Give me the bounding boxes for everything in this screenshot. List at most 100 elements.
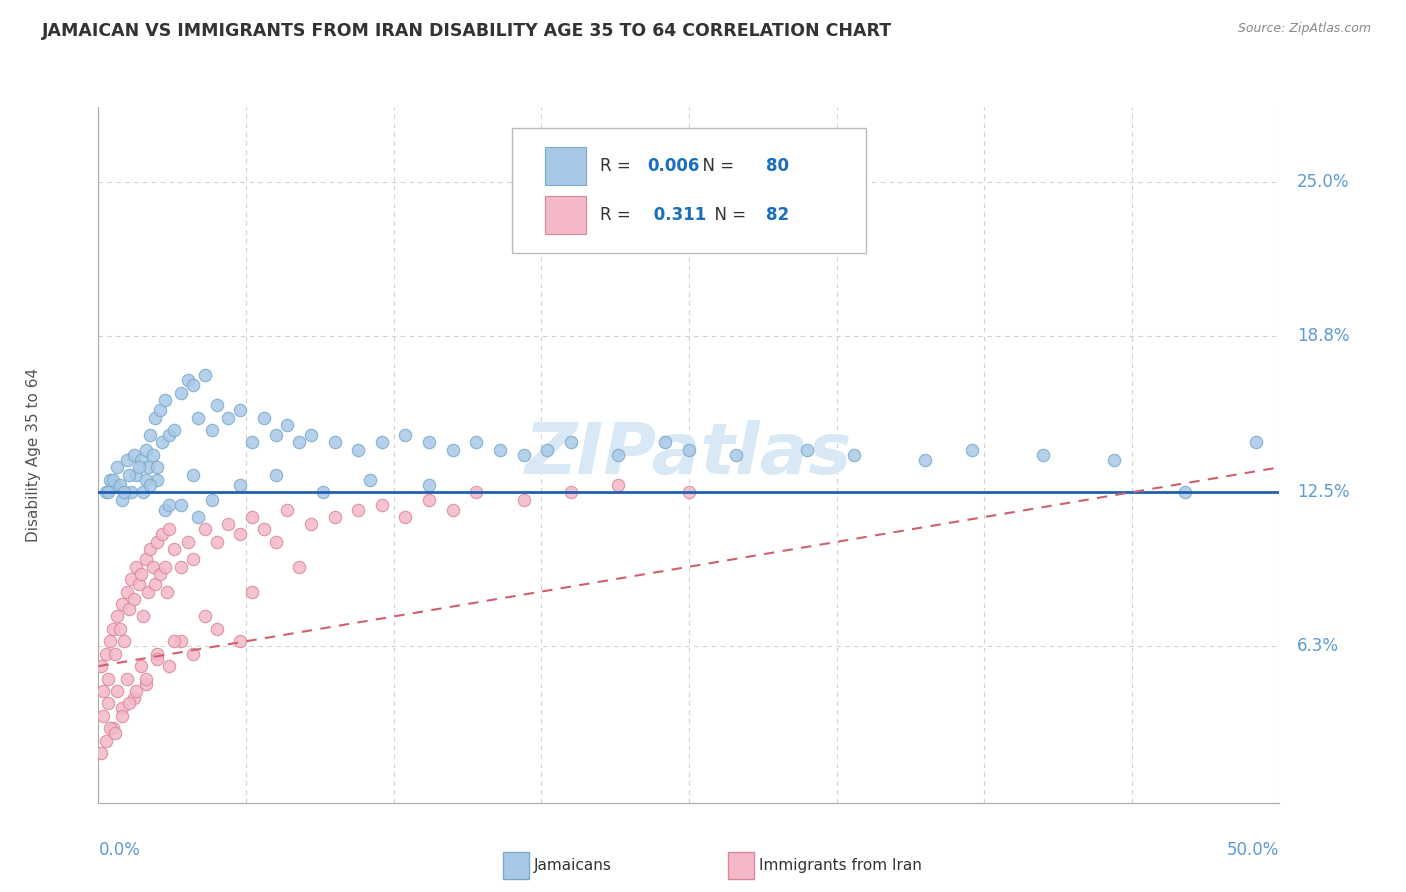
Point (1244, 435, 1267, 450)
Point (135, 672, 157, 686)
Text: 12.5%: 12.5% (1298, 483, 1350, 501)
Point (129, 453, 152, 467)
Point (229, 477, 252, 491)
Point (560, 435, 582, 450)
FancyBboxPatch shape (546, 147, 586, 186)
Point (104, 477, 127, 491)
Text: Source: ZipAtlas.com: Source: ZipAtlas.com (1237, 22, 1371, 36)
Point (125, 684, 148, 698)
Point (128, 577, 150, 591)
Point (205, 398, 228, 412)
Point (135, 676, 157, 690)
Point (105, 460, 128, 475)
Point (536, 442, 558, 457)
Point (125, 467, 148, 482)
Point (153, 393, 176, 408)
Point (288, 559, 311, 574)
Text: 18.8%: 18.8% (1298, 326, 1350, 344)
Point (187, 410, 209, 425)
Point (97, 672, 120, 686)
Point (205, 535, 228, 549)
Point (90, 746, 112, 760)
Point (205, 622, 228, 636)
Point (132, 485, 155, 500)
Point (115, 672, 138, 686)
Point (217, 410, 239, 425)
Point (465, 485, 488, 500)
Point (299, 517, 322, 532)
Point (157, 523, 180, 537)
Point (115, 453, 138, 467)
Point (418, 477, 440, 491)
Text: Jamaicans: Jamaicans (534, 858, 612, 872)
Point (394, 510, 416, 524)
Point (121, 485, 143, 500)
Point (136, 584, 159, 599)
Point (101, 721, 124, 735)
Point (111, 708, 134, 723)
Point (441, 502, 464, 516)
Point (394, 428, 416, 442)
Point (91, 708, 114, 723)
Point (512, 492, 534, 507)
Point (135, 473, 157, 487)
Point (678, 442, 700, 457)
Point (139, 477, 162, 491)
Text: 0.311: 0.311 (648, 206, 706, 224)
Point (1102, 453, 1125, 467)
Point (229, 403, 252, 417)
Point (359, 473, 381, 487)
Point (122, 691, 145, 706)
Point (240, 435, 263, 450)
Point (104, 647, 127, 661)
Point (135, 552, 157, 566)
Point (139, 428, 162, 442)
Point (153, 502, 176, 516)
Point (149, 403, 172, 417)
Point (181, 647, 204, 661)
Point (153, 559, 176, 574)
Point (177, 535, 200, 549)
Point (371, 435, 394, 450)
Point (253, 410, 276, 425)
Point (97, 697, 120, 711)
Point (163, 634, 186, 648)
Point (170, 634, 193, 648)
Point (108, 477, 131, 491)
Text: ZIPatlas: ZIPatlas (526, 420, 852, 490)
Point (125, 559, 148, 574)
Point (312, 485, 335, 500)
Point (105, 684, 128, 698)
Point (276, 418, 298, 433)
Point (163, 423, 186, 437)
Text: R =: R = (600, 157, 637, 175)
Text: 0.0%: 0.0% (98, 841, 141, 859)
Point (108, 622, 131, 636)
Point (465, 435, 488, 450)
Point (347, 502, 370, 516)
Point (91, 684, 114, 698)
FancyBboxPatch shape (546, 196, 586, 235)
Text: Immigrants from Iran: Immigrants from Iran (759, 858, 922, 872)
Point (146, 473, 169, 487)
Point (194, 609, 217, 624)
Point (150, 527, 173, 541)
Point (264, 428, 287, 442)
Point (146, 651, 169, 665)
Text: N =: N = (704, 206, 752, 224)
Text: JAMAICAN VS IMMIGRANTS FROM IRAN DISABILITY AGE 35 TO 64 CORRELATION CHART: JAMAICAN VS IMMIGRANTS FROM IRAN DISABIL… (42, 22, 893, 40)
Point (146, 647, 169, 661)
Point (146, 535, 169, 549)
Point (143, 410, 166, 425)
Point (98, 473, 121, 487)
Point (607, 448, 630, 462)
Text: 25.0%: 25.0% (1298, 172, 1350, 191)
Point (441, 442, 464, 457)
Point (157, 498, 180, 512)
Text: 6.3%: 6.3% (1298, 637, 1339, 656)
Point (132, 609, 155, 624)
Point (276, 502, 298, 516)
Point (129, 567, 152, 582)
Point (299, 428, 322, 442)
Point (128, 460, 150, 475)
